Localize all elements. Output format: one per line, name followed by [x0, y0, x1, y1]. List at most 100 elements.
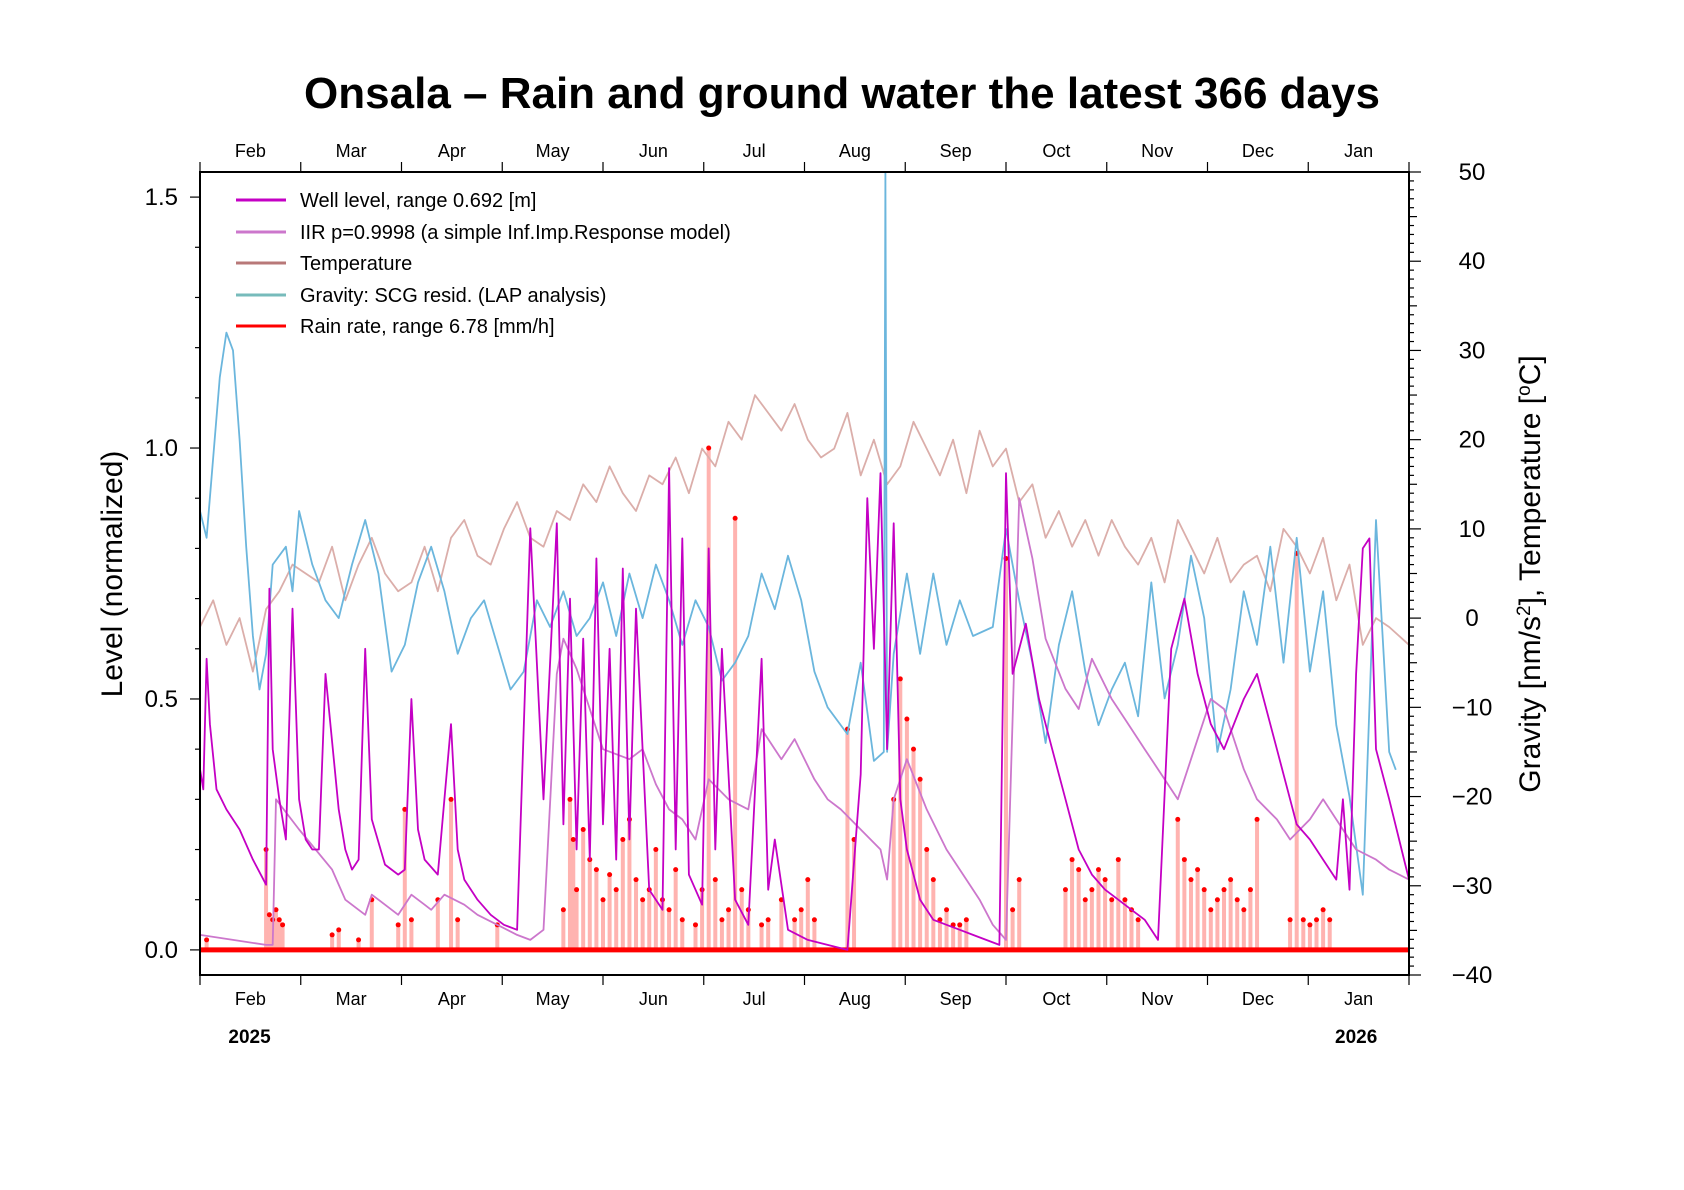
left-axis-title: Level (normalized) — [96, 451, 129, 698]
legend-item-temperature: Temperature — [236, 253, 412, 275]
rain-point — [712, 877, 718, 883]
rain-point — [408, 917, 414, 923]
rain-point — [567, 796, 573, 802]
rain-point — [395, 922, 401, 928]
rain-point — [759, 922, 765, 928]
right-tick-label: −40 — [1452, 962, 1493, 989]
rain-point — [911, 746, 917, 752]
rain-point — [765, 917, 771, 923]
rain-point — [1221, 887, 1227, 893]
right-tick-label: 40 — [1459, 248, 1486, 275]
bottom-month-label: Aug — [839, 989, 871, 1009]
rain-point — [897, 676, 903, 682]
rain-point — [957, 922, 963, 928]
series-well-level — [200, 467, 1409, 951]
rain-point — [600, 897, 606, 903]
rain-point — [336, 927, 342, 933]
rain-point — [792, 917, 798, 923]
rain-point — [1314, 917, 1320, 923]
right-tick-label: −30 — [1452, 873, 1493, 900]
right-tick-label: −20 — [1452, 784, 1493, 811]
chart-title: Onsala – Rain and ground water the lates… — [304, 69, 1380, 118]
rain-point — [1115, 857, 1121, 863]
rain-point — [1247, 887, 1253, 893]
rain-point — [455, 917, 461, 923]
rain-point — [1241, 907, 1247, 913]
rain-series — [200, 445, 1409, 953]
rain-point — [204, 937, 210, 943]
rain-point — [719, 917, 725, 923]
legend-label: Well level, range 0.692 [m] — [300, 190, 536, 212]
rain-point — [706, 445, 712, 451]
rain-point — [924, 847, 930, 853]
top-month-label: Apr — [438, 141, 466, 161]
top-month-label: Aug — [839, 141, 871, 161]
rain-point — [732, 515, 738, 521]
bottom-month-label: Oct — [1042, 989, 1070, 1009]
rain-point — [944, 907, 950, 913]
rain-point — [1188, 877, 1194, 883]
bottom-month-label: Jun — [639, 989, 668, 1009]
rain-point — [1214, 897, 1220, 903]
rain-point — [633, 877, 639, 883]
rain-point — [574, 887, 580, 893]
right-tick-label: 10 — [1459, 516, 1486, 543]
rain-point — [1201, 887, 1207, 893]
bottom-axis: Feb Mar Apr May Jun Jul Aug Sep Oct Nov Dec Jan 2025… — [199, 975, 1410, 1048]
rain-point — [1082, 897, 1088, 903]
right-axis-title-part1: Gravity [nm/s — [1514, 616, 1547, 793]
rain-point — [1320, 907, 1326, 913]
rain-point — [1307, 922, 1313, 928]
legend-item-iir: IIR p=0.9998 (a simple Inf.Imp.Response … — [236, 222, 731, 244]
rain-point — [1016, 877, 1022, 883]
legend-item-gravity: Gravity: SCG resid. (LAP analysis) — [236, 285, 606, 307]
rain-point — [1234, 897, 1240, 903]
right-axis-title: Gravity [nm/s2], Temperature [oC] — [1514, 355, 1548, 792]
rain-point — [356, 937, 362, 943]
rain-point — [1254, 816, 1260, 822]
rain-point — [607, 872, 613, 878]
bottom-month-label: Nov — [1141, 989, 1173, 1009]
rain-point — [1062, 887, 1068, 893]
rain-point — [580, 826, 586, 832]
rain-point — [266, 912, 272, 918]
right-axis-title-sup: 2 — [1514, 605, 1535, 616]
left-axis: 0.0 0.5 1.0 1.5 — [145, 184, 200, 964]
right-axis-title-part3: C] — [1514, 355, 1547, 385]
bottom-month-label: Jul — [743, 989, 766, 1009]
rain-point — [1300, 917, 1306, 923]
rain-point — [666, 907, 672, 913]
rain-point — [1109, 897, 1115, 903]
rain-point — [1069, 857, 1075, 863]
legend-label: IIR p=0.9998 (a simple Inf.Imp.Response … — [300, 222, 731, 244]
rain-point — [1181, 857, 1187, 863]
rain-point — [1076, 867, 1082, 873]
top-month-label: Jan — [1344, 141, 1373, 161]
rain-point — [739, 887, 745, 893]
left-tick-label: 1.5 — [145, 184, 178, 211]
rain-point — [1195, 867, 1201, 873]
top-month-label: Jul — [743, 141, 766, 161]
bottom-month-label: Jan — [1344, 989, 1373, 1009]
top-month-label: Jun — [639, 141, 668, 161]
rain-point — [1327, 917, 1333, 923]
top-month-label: May — [536, 141, 570, 161]
legend: Well level, range 0.692 [m] IIR p=0.9998… — [236, 190, 731, 338]
bottom-month-label: Feb — [235, 989, 266, 1009]
bottom-month-label: May — [536, 989, 570, 1009]
year-label: 2025 — [228, 1027, 271, 1048]
right-tick-label: −10 — [1452, 694, 1493, 721]
left-tick-label: 0.0 — [145, 937, 178, 964]
top-month-label: Dec — [1242, 141, 1274, 161]
top-month-label: Mar — [336, 141, 367, 161]
rain-point — [963, 917, 969, 923]
rain-point — [1122, 897, 1128, 903]
rain-point — [1175, 816, 1181, 822]
rain-point — [673, 867, 679, 873]
rain-point — [276, 917, 282, 923]
right-tick-label: 50 — [1459, 159, 1486, 186]
bottom-month-label: Dec — [1242, 989, 1274, 1009]
right-tick-label: 20 — [1459, 427, 1486, 454]
right-axis-title-sup2: o — [1514, 385, 1535, 396]
